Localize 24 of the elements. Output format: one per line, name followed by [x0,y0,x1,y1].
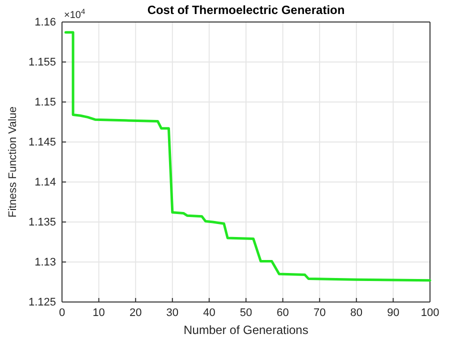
chart-title: Cost of Thermoelectric Generation [147,3,345,17]
y-tick-label: 1.125 [28,296,56,309]
text: ×10$^{4}$ [64,6,86,21]
y-axis-title: Fitness Function Value [7,106,19,218]
x-tick-label: 10 [92,306,105,319]
y-tick-label: 1.13 [34,256,56,269]
x-tick-label: 30 [166,306,179,319]
x-tick-label: 80 [350,306,363,319]
x-tick-label: 70 [313,306,326,319]
y-tick-label: 1.135 [28,216,56,229]
x-tick-label: 60 [276,306,289,319]
x-tick-label: 20 [129,306,142,319]
x-tick-label: 100 [420,306,440,319]
x-tick-label: 0 [58,306,66,319]
x-tick-label: 40 [203,306,216,319]
y-tick-label: 1.155 [28,56,56,69]
y-tick-label: 1.145 [28,136,56,149]
x-axis-title: Number of Generations [184,323,308,337]
y-tick-label: 1.14 [34,176,56,189]
y-tick-label: 1.16 [34,16,56,29]
x-tick-label: 90 [387,306,400,319]
line-series [64,31,432,282]
x-tick-label: 50 [240,306,252,319]
y-tick-label: 1.15 [34,96,56,109]
